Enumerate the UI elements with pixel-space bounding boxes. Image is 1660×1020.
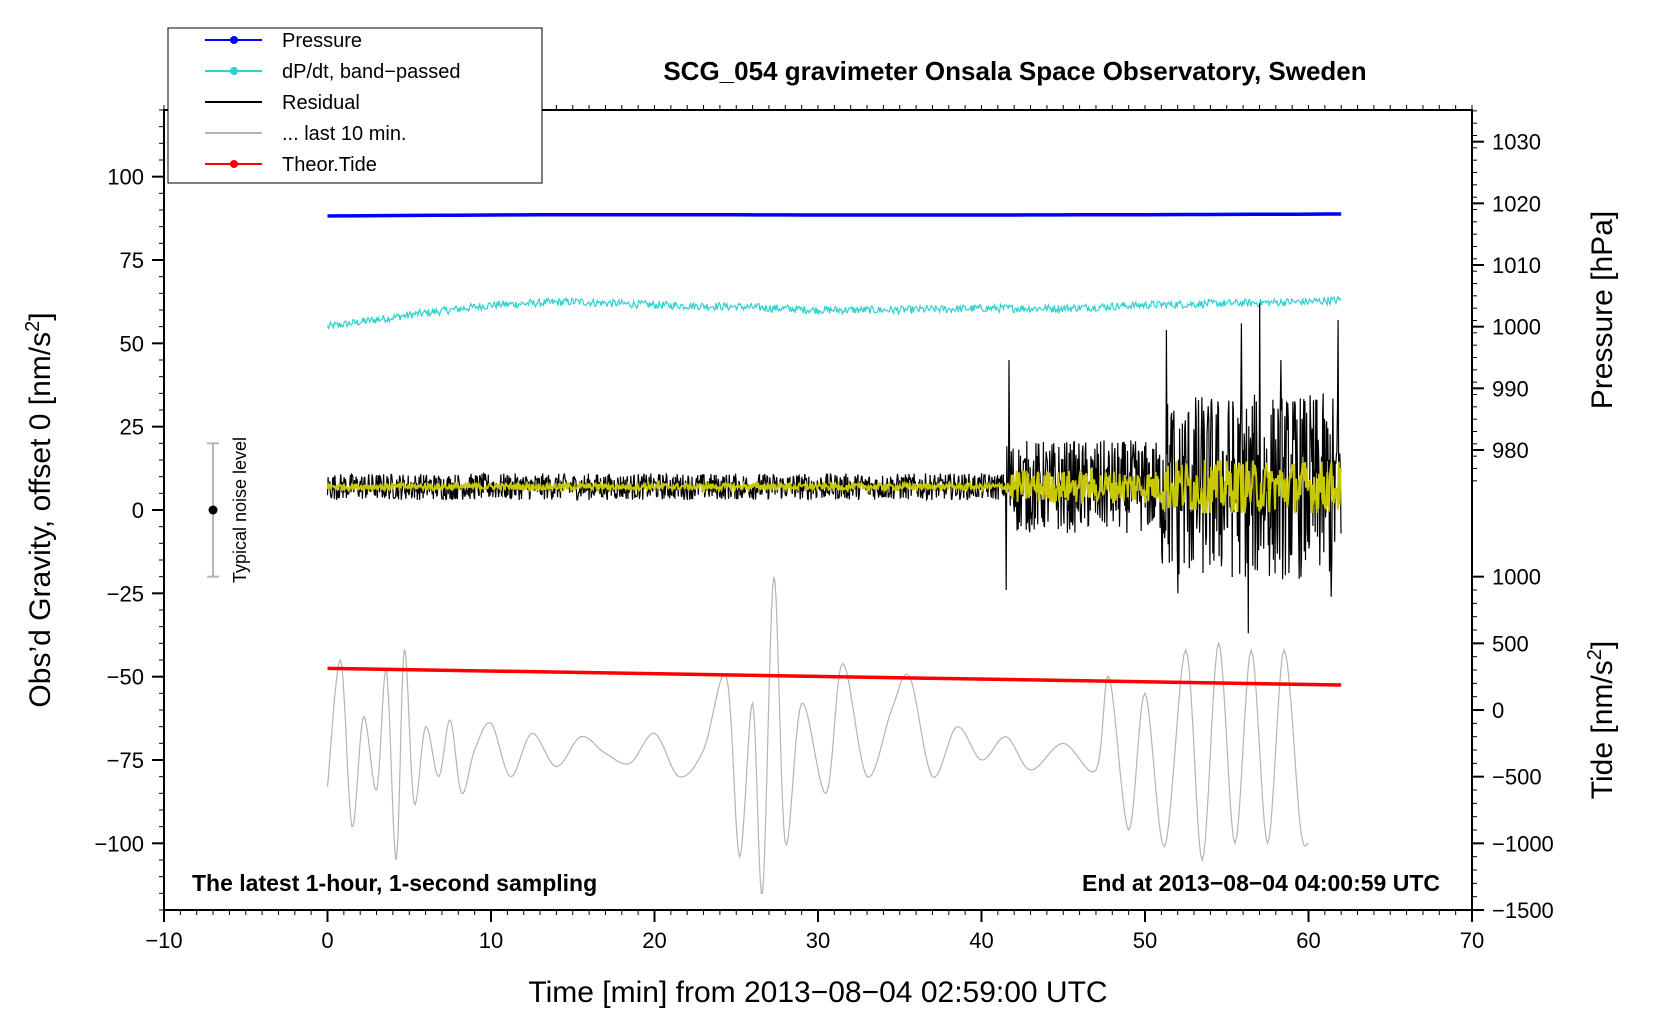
series-line (326, 303, 1342, 634)
legend-label: Residual (282, 92, 360, 114)
x-tick-label: 0 (321, 928, 333, 953)
noise-label: Typical noise level (230, 437, 250, 583)
legend: Pressure dP/dt, band−passed Residual ... la… (167, 27, 543, 184)
legend-label: Pressure (282, 30, 362, 52)
x-tick-label: 10 (479, 928, 503, 953)
tide-tick-label: −1000 (1492, 831, 1554, 856)
y-axis-title-sup: 2 (22, 321, 44, 332)
series-line (326, 460, 1343, 515)
legend-label: dP/dt, band−passed (282, 61, 460, 83)
y-tick-label: 100 (107, 165, 144, 190)
y-tick-label: −50 (107, 665, 144, 690)
y-axis-title-end: ] (24, 312, 57, 320)
y-tick-label: 75 (120, 248, 144, 273)
x-tick-label: 20 (642, 928, 666, 953)
tide-tick-label: 0 (1492, 698, 1504, 723)
series-line (327, 212, 1342, 218)
x-tick-label: 40 (969, 928, 993, 953)
tide-axis-title-end: ] (1586, 641, 1619, 649)
legend-label: ... last 10 min. (282, 123, 407, 145)
series-line (326, 295, 1342, 330)
x-tick-label: 60 (1296, 928, 1320, 953)
legend-box (167, 27, 543, 184)
x-tick-label: −10 (145, 928, 182, 953)
y-tick-label: 0 (132, 498, 144, 523)
legend-label: Theor.Tide (282, 154, 377, 176)
pressure-tick-label: 1020 (1492, 191, 1541, 216)
series-line (327, 666, 1342, 687)
tide-axis-title-main: Tide [nm/s (1586, 660, 1619, 799)
tide-tick-label: 1000 (1492, 565, 1541, 590)
legend-marker (230, 67, 238, 75)
pressure-axis-title: Pressure [hPa] (1586, 211, 1619, 409)
ticks-group: −10 0 10 20 30 40 50 60 701007550250−25−50−75−10… (94, 105, 1554, 953)
y-tick-label: 50 (120, 331, 144, 356)
annotation-right: End at 2013−08−04 04:00:59 UTC (1082, 870, 1440, 896)
legend-marker (230, 160, 238, 168)
pressure-tick-label: 1000 (1492, 315, 1541, 340)
series-line (326, 576, 1309, 894)
pressure-tick-label: 990 (1492, 376, 1529, 401)
tide-tick-label: −500 (1492, 765, 1542, 790)
pressure-tick-label: 980 (1492, 438, 1529, 463)
series-group (326, 212, 1343, 894)
y-axis-title-main: Obs’d Gravity, offset 0 [nm/s (24, 332, 57, 708)
x-tick-label: 50 (1133, 928, 1157, 953)
y-tick-label: 25 (120, 415, 144, 440)
annotation-left: The latest 1-hour, 1-second sampling (192, 870, 597, 896)
noise-bar-dot (208, 505, 218, 515)
y-axis-title: Obs’d Gravity, offset 0 [nm/s2] (22, 312, 57, 707)
pressure-tick-label: 1030 (1492, 130, 1541, 155)
legend-items: Pressure dP/dt, band−passed Residual ... la… (205, 30, 460, 176)
x-axis-title: Time [min] from 2013−08−04 02:59:00 UTC (528, 976, 1107, 1009)
chart-title: SCG_054 gravimeter Onsala Space Observat… (663, 56, 1366, 86)
y-tick-label: −100 (94, 831, 144, 856)
x-tick-label: 70 (1460, 928, 1484, 953)
legend-marker (230, 36, 238, 44)
tide-tick-label: −1500 (1492, 898, 1554, 923)
noise-bar (207, 442, 220, 578)
tide-axis-title-sup: 2 (1584, 649, 1606, 660)
tide-tick-label: 500 (1492, 631, 1529, 656)
pressure-tick-label: 1010 (1492, 253, 1541, 278)
y-tick-label: −25 (107, 581, 144, 606)
y-tick-label: −75 (107, 748, 144, 773)
x-tick-label: 30 (806, 928, 830, 953)
tide-axis-title: Tide [nm/s2] (1584, 641, 1619, 799)
